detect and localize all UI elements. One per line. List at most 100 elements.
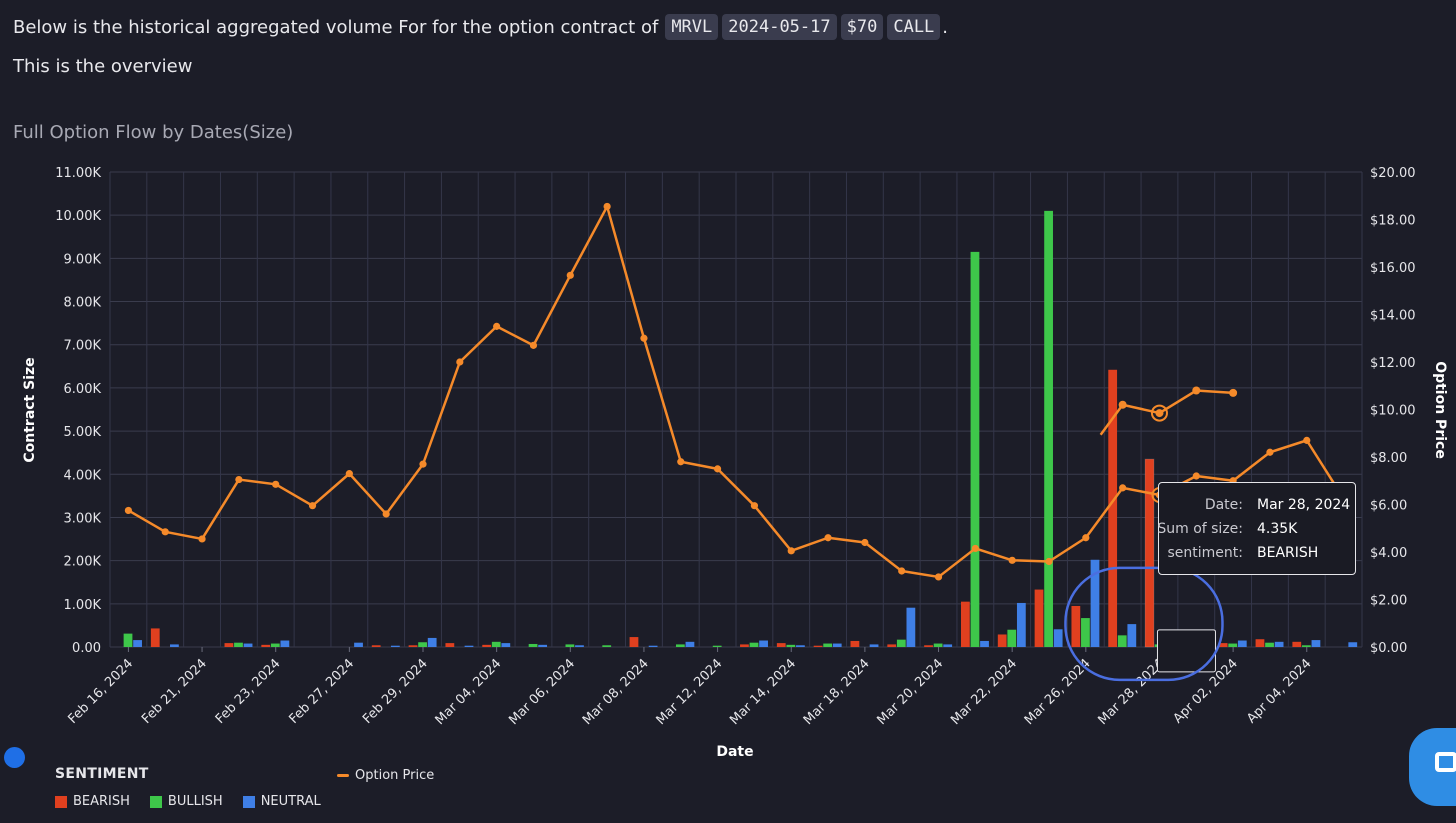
intro-line: Below is the historical aggregated volum… <box>13 10 948 44</box>
tooltip-sentiment-label: sentiment: <box>1167 545 1244 561</box>
x-tick-label: Mar 28, 2024 <box>1095 656 1167 728</box>
x-tick-label: Apr 04, 2024 <box>1244 656 1314 726</box>
bar-neutral <box>354 642 363 647</box>
bar-bearish <box>924 645 933 647</box>
legend-title: SENTIMENT <box>55 766 149 782</box>
price-point <box>161 528 169 536</box>
bar-bullish <box>675 644 685 647</box>
y2-tick-label: $2.00 <box>1370 594 1407 609</box>
price-point <box>566 271 574 279</box>
price-point <box>345 470 353 478</box>
bar-neutral <box>1274 641 1284 647</box>
bar-bullish <box>123 633 133 647</box>
tooltip-date-row: Date: Mar 28, 2024 <box>1159 497 1355 517</box>
price-point <box>1045 557 1053 566</box>
bar-bullish <box>1007 629 1017 647</box>
x-tick-label: Mar 12, 2024 <box>654 656 726 728</box>
x-tick-label: Feb 27, 2024 <box>286 656 357 727</box>
price-point <box>898 567 906 575</box>
y2-tick-label: $20.00 <box>1370 166 1416 181</box>
x-tick-label: Mar 04, 2024 <box>433 656 505 728</box>
y2-tick-label: $14.00 <box>1370 309 1416 324</box>
chart-grid <box>109 171 1363 648</box>
bar-bullish <box>970 251 980 648</box>
price-point <box>419 460 427 468</box>
bar-bearish <box>887 644 897 647</box>
legend-item-option-price[interactable]: Option Price <box>337 768 434 783</box>
tooltip-sentiment-row: sentiment: BEARISH <box>1159 545 1355 565</box>
y-tick-label: 2.00K <box>64 555 102 570</box>
bar-bearish <box>813 645 823 647</box>
y-tick-label: 10.00K <box>55 209 101 224</box>
price-point <box>1266 448 1274 456</box>
blue-dot-icon[interactable] <box>4 747 25 768</box>
bar-bullish <box>418 642 427 647</box>
bar-bullish <box>823 643 833 647</box>
y-tick-label: 3.00K <box>64 511 102 526</box>
y-tick-label: 8.00K <box>64 296 102 311</box>
bar-bullish <box>712 645 722 647</box>
x-tick-label: Mar 06, 2024 <box>506 656 578 728</box>
price-point <box>1082 534 1090 542</box>
legend-label-bearish: BEARISH <box>73 794 130 809</box>
bar-bullish <box>1301 645 1311 647</box>
y2-axis-title: Option Price <box>1432 361 1448 459</box>
legend-item-bearish[interactable]: BEARISH <box>55 794 130 809</box>
x-tick-label: Mar 18, 2024 <box>801 656 873 728</box>
bar-bearish <box>261 644 271 647</box>
price-point <box>787 547 795 555</box>
price-point <box>198 535 206 543</box>
bar-bullish <box>491 641 501 647</box>
chat-icon <box>1435 752 1456 772</box>
bar-neutral <box>390 645 400 647</box>
price-point <box>456 358 464 366</box>
annotation-layer <box>1064 386 1238 682</box>
price-point <box>124 506 133 515</box>
bar-bullish <box>1044 210 1053 647</box>
chat-button[interactable] <box>1409 728 1456 806</box>
bar-bearish <box>960 601 970 647</box>
legend-label-neutral: NEUTRAL <box>260 794 321 809</box>
x-tick-label: Feb 16, 2024 <box>65 656 136 727</box>
bar-bearish <box>482 644 492 647</box>
y2-tick-label: $18.00 <box>1370 214 1416 229</box>
bar-neutral <box>464 645 474 647</box>
legend-item-neutral[interactable]: NEUTRAL <box>242 794 321 809</box>
bar-bullish <box>896 639 906 647</box>
bar-neutral <box>1127 624 1137 647</box>
y-tick-label: 11.00K <box>55 166 101 181</box>
price-point <box>272 480 280 488</box>
price-point <box>1192 472 1200 480</box>
price-point <box>934 573 943 581</box>
bar-bearish <box>1034 589 1044 647</box>
bar-neutral <box>133 640 142 647</box>
bar-neutral <box>1237 640 1247 647</box>
y-tick-label: 9.00K <box>64 252 102 267</box>
bar-bullish <box>1265 642 1274 647</box>
bar-bullish <box>234 642 243 647</box>
price-point <box>750 502 759 510</box>
intro-text: Below is the historical aggregated volum… <box>13 10 948 77</box>
bar-neutral <box>243 643 253 647</box>
bar-bullish <box>933 643 943 647</box>
bar-neutral <box>1090 559 1100 647</box>
x-tick-label: Feb 29, 2024 <box>360 656 431 727</box>
bar-bearish <box>1108 369 1118 647</box>
chart-tooltip: Date: Mar 28, 2024 Sum of size: 4.35K se… <box>1157 482 1356 575</box>
bar-neutral <box>759 640 768 647</box>
legend-item-bullish[interactable]: BULLISH <box>149 794 223 809</box>
price-point <box>493 322 501 330</box>
bar-neutral <box>685 641 695 647</box>
y-tick-label: 5.00K <box>64 425 102 440</box>
bar-neutral <box>648 645 658 647</box>
bar-bearish <box>740 644 749 647</box>
price-point <box>677 458 685 466</box>
option-type-tag: CALL <box>887 14 941 40</box>
bar-neutral <box>538 644 548 647</box>
price-point <box>713 465 722 473</box>
price-point <box>1303 436 1311 444</box>
bar-bearish <box>150 628 160 647</box>
y2-tick-label: $10.00 <box>1370 404 1416 419</box>
x-tick-label: Mar 20, 2024 <box>875 656 947 728</box>
